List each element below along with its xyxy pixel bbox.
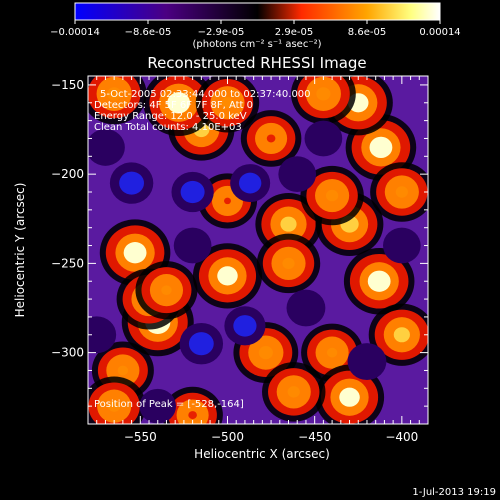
info-detectors: Detectors: 4F 5F 6F 7F 8F, Att 0 [94,100,253,111]
heatmap-dip [180,180,205,204]
heatmap-image [88,76,428,424]
plot-frame [87,75,429,425]
heatmap-blob-core [280,216,297,232]
colorbar-tick-label: −2.9e-05 [198,27,245,38]
y-tick-label: −150 [51,78,84,92]
x-tick-label: −450 [298,430,331,444]
axis-ticks: −550 −500 −450 −400 −150 −200 −250 −300 [51,76,429,444]
heatmap-blob-core [282,257,295,270]
heatmap-dip [182,235,204,256]
x-axis-label: Heliocentric X (arcsec) [194,447,330,461]
heatmap-blob-core [217,266,238,286]
heatmap-dip [94,137,117,158]
heatmap-blob-core [326,347,338,358]
colorbar-tick-label: 0.00014 [419,27,460,38]
info-time-range: 5-Oct-2005 02:33:44.000 to 02:37:40.000 [100,89,311,100]
x-tick-label: −500 [211,430,244,444]
heatmap-dip [238,172,262,194]
chart-title: Reconstructed RHESSI Image [147,54,366,72]
peak-position-label: Position of Peak = [-528,-164] [94,399,244,410]
heatmap-blob-core [339,387,360,407]
info-clean-counts: Clean Total counts: 4.10E+03 [94,122,242,133]
info-energy-range: Energy Range: 12.0 - 25.0 keV [94,111,247,122]
y-tick-label: −250 [51,256,84,270]
footer-date: 1-Jul-2013 19:19 [412,487,496,498]
heatmap-blob-core [369,136,393,159]
x-tick-label: −550 [124,430,157,444]
colorbar [74,2,441,21]
heatmap-dip [147,396,168,416]
heatmap-dip [119,171,144,195]
colorbar-tick-label: 8.6e-05 [348,27,386,38]
y-axis-label: Heliocentric Y (arcsec) [13,183,27,318]
heatmap-blob-core [108,400,121,412]
heatmap-blob-core [161,285,172,295]
y-tick-label: −200 [51,167,84,181]
heatmap-dip [391,235,413,256]
heatmap-dip [188,332,214,356]
observation-info: 5-Oct-2005 02:33:44.000 to 02:37:40.000 … [94,89,311,410]
heatmap-blob-core [287,386,300,398]
heatmap-blob-core [107,87,122,101]
y-tick-label: −300 [51,346,84,360]
heatmap-dip [88,324,108,345]
heatmap-blob-core [123,242,147,264]
colorbar-tick-label: −8.6e-05 [125,27,172,38]
colorbar-tick-label: −0.00014 [50,27,100,38]
heatmap-dip [233,315,257,337]
heatmap-blob-core [367,270,391,292]
heatmap-dip [286,164,308,184]
colorbar-tick-label: 2.9e-05 [275,27,313,38]
heatmap-blob-core [117,365,129,376]
colorbar-unit-label: (photons cm⁻² s⁻¹ asec⁻²) [192,39,321,50]
heatmap-blob-core [221,97,234,109]
colorbar-ticks: −0.00014 −8.6e-05 −2.9e-05 2.9e-05 8.6e-05 0.… [50,20,461,38]
heatmap-blob-core [266,134,276,143]
heatmap-dip [356,351,378,372]
heatmap-blob-core [316,87,331,101]
heatmap-dip [312,128,334,149]
heatmap-blob-core [188,411,197,420]
heatmap-dip [295,297,317,319]
heatmap-blob-core [395,186,408,198]
heatmap-blob-core [393,327,410,343]
x-tick-label: −400 [385,430,418,444]
heatmap-blob-core [224,197,231,205]
heatmap-blob-core [326,189,339,202]
heatmap-blob-core [258,346,273,360]
heatmap-blob-core [167,92,191,114]
